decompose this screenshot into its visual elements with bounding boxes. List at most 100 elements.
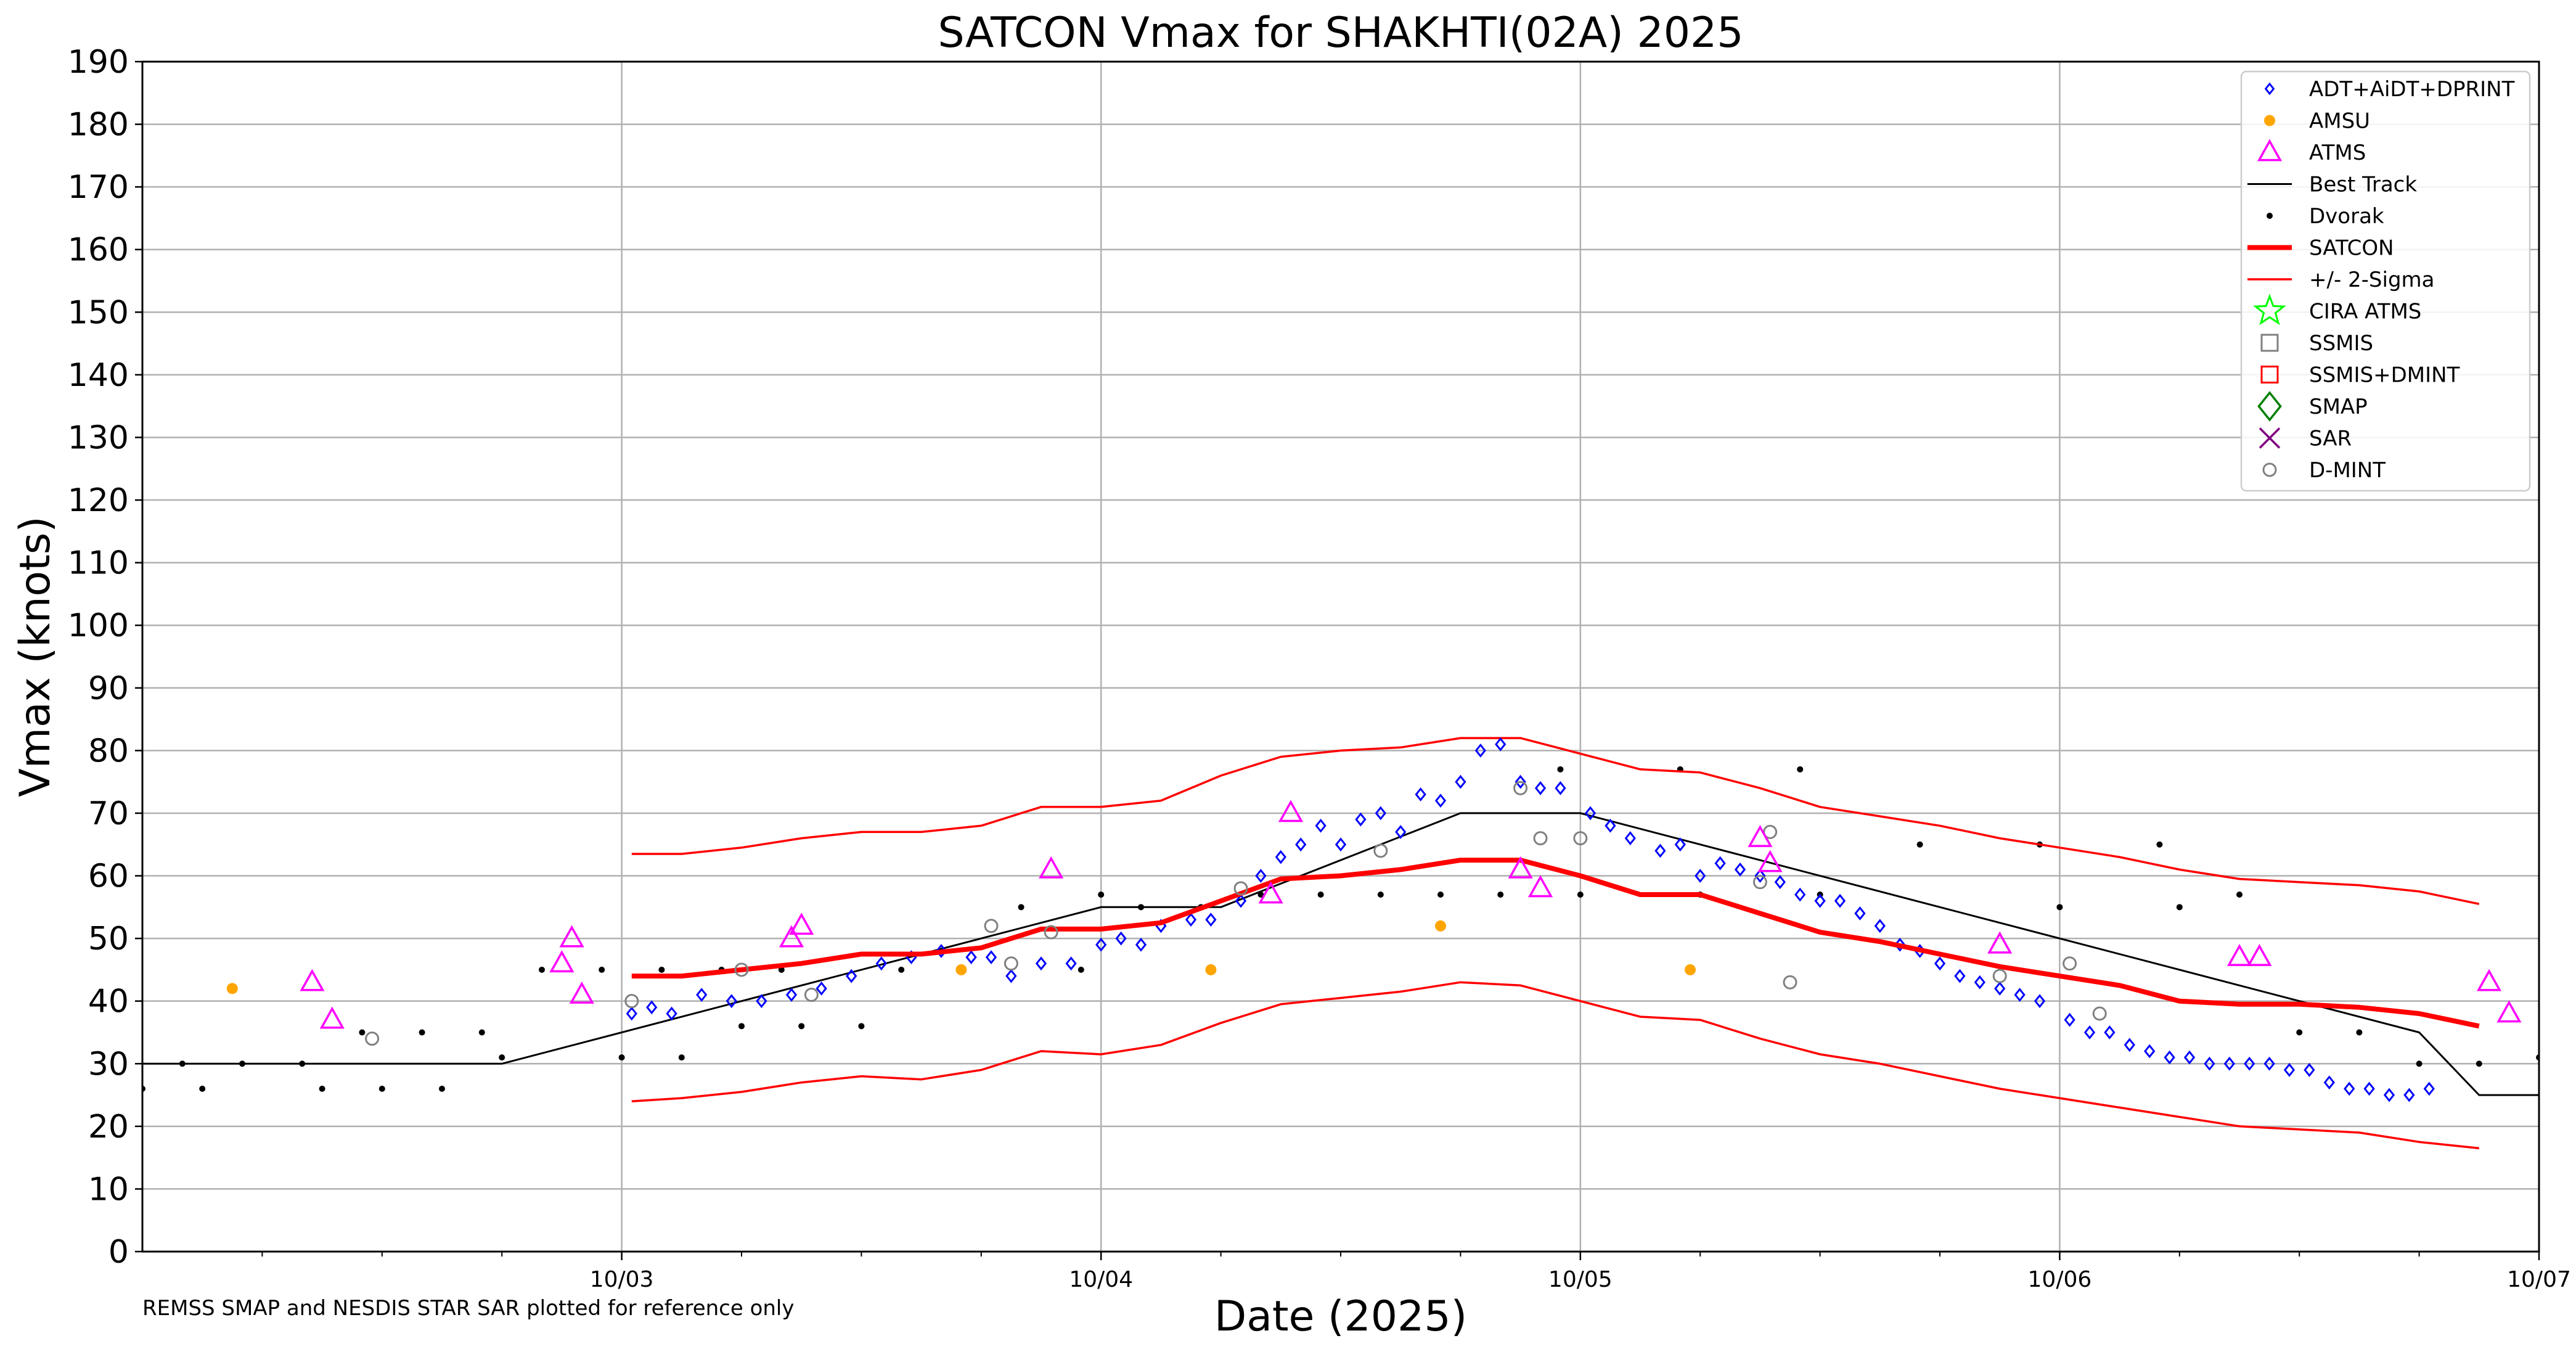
adt-point (2283, 1063, 2296, 1077)
legend-marker (2257, 391, 2282, 422)
dvorak-point (419, 1029, 425, 1036)
y-tick-label: 180 (68, 107, 129, 144)
adt-point (816, 981, 827, 996)
adt-point (1814, 893, 1826, 908)
dmint-point (1513, 781, 1528, 795)
y-axis-ticks: 0 10 20 30 40 50 60 70 80 90 100 110 120 130 140 150 160… (68, 44, 142, 1271)
dvorak-point (2476, 1060, 2482, 1067)
adt-point (1714, 856, 1726, 871)
dvorak-point (658, 966, 665, 973)
legend-marker (2260, 366, 2279, 383)
adt-point (1754, 869, 1766, 883)
legend-label: Dvorak (2309, 204, 2384, 229)
atms-point (1527, 875, 1553, 898)
chart-title: SATCON Vmax for SHAKHTI(02A) 2025 (938, 9, 1743, 57)
amsu-point (226, 983, 238, 994)
dmint-point (1373, 843, 1388, 858)
y-tick-label: 40 (88, 983, 129, 1020)
dvorak-point (2236, 892, 2243, 898)
legend-label: AMSU (2309, 109, 2370, 134)
y-tick-label: 30 (88, 1046, 129, 1083)
legend-label: SAR (2309, 427, 2352, 451)
adt-point (1834, 893, 1846, 908)
dvorak-point (1257, 892, 1264, 898)
adt-point (1434, 793, 1447, 808)
adt-point (1135, 937, 1147, 952)
dmint-point (1044, 925, 1058, 940)
adt-point (1515, 774, 1526, 789)
atms-point (1278, 800, 1304, 822)
dvorak-point (738, 1023, 745, 1030)
legend-label: D-MINT (2309, 458, 2386, 483)
y-tick-label: 50 (88, 921, 129, 957)
amsu-point (1205, 964, 1217, 975)
adt-point (1555, 781, 1566, 795)
adt-point (1954, 969, 1966, 983)
dmint-point (1233, 881, 1248, 896)
dvorak-point (1317, 892, 1324, 898)
adt-point (985, 950, 997, 964)
dmint-point (734, 962, 749, 977)
dmint-point (2063, 956, 2077, 971)
adt-point (2014, 988, 2026, 1002)
upper-2sigma-line (631, 737, 2480, 905)
y-axis-label: Vmax (knots) (11, 516, 60, 797)
adt-point (1654, 843, 1666, 858)
adt-point (1474, 743, 1486, 758)
adt-point (696, 988, 708, 1002)
adt-point (1275, 850, 1286, 864)
legend-box (2240, 70, 2531, 492)
adt-point (1794, 887, 1806, 902)
adt-point (1854, 906, 1866, 921)
atms-point (549, 950, 574, 973)
adt-point (2144, 1044, 2156, 1059)
legend-marker (2260, 334, 2279, 352)
dvorak-point (1018, 904, 1024, 911)
adt-point (2183, 1050, 2196, 1065)
atms-point (2247, 943, 2272, 966)
legend-marker (2264, 115, 2275, 126)
adt-point (666, 1006, 677, 1021)
x-tick-label: 10/05 (1548, 1267, 1613, 1292)
y-tick-label: 20 (88, 1109, 129, 1146)
y-tick-label: 110 (68, 545, 129, 582)
atms-point (569, 981, 594, 1004)
adt-point (2164, 1050, 2175, 1065)
adt-point (1674, 837, 1686, 852)
legend-marker (2264, 82, 2275, 96)
y-tick-label: 130 (68, 419, 129, 456)
y-tick-label: 0 (108, 1234, 129, 1271)
atms-point (789, 912, 814, 935)
adt-point (646, 1000, 658, 1015)
atms-point (559, 925, 584, 948)
atms-point (2496, 1000, 2522, 1023)
lower-2sigma-line (631, 981, 2479, 1150)
atms-point (319, 1006, 345, 1029)
dvorak-point (2156, 841, 2163, 848)
dvorak-point (2296, 1029, 2303, 1036)
adt-point (726, 994, 737, 1009)
dvorak-point (499, 1054, 505, 1061)
y-tick-label: 190 (68, 44, 129, 81)
dmint-point (1752, 875, 1767, 890)
dvorak-point (2056, 904, 2063, 911)
dvorak-point (199, 1085, 206, 1092)
plot-frame (141, 60, 2540, 1253)
legend-label: SSMIS+DMINT (2309, 363, 2460, 388)
adt-point (2403, 1088, 2415, 1102)
adt-point (785, 988, 798, 1002)
dvorak-point (1497, 892, 1504, 898)
footer-note: REMSS SMAP and NESDIS STAR SAR plotted f… (142, 1296, 795, 1321)
adt-point (1255, 869, 1267, 883)
adt-point (875, 956, 887, 971)
legend-label: SMAP (2309, 395, 2368, 419)
adt-point (1495, 737, 1507, 752)
dvorak-point (378, 1085, 385, 1092)
adt-point (1605, 818, 1616, 833)
atms-point (2476, 969, 2502, 991)
y-tick-label: 10 (88, 1171, 129, 1208)
dvorak-point (858, 1023, 865, 1030)
dvorak-point (2176, 904, 2183, 911)
legend: ADT+AiDT+DPRINT AMSU ATMS Best Track Dvorak S… (2240, 70, 2531, 492)
